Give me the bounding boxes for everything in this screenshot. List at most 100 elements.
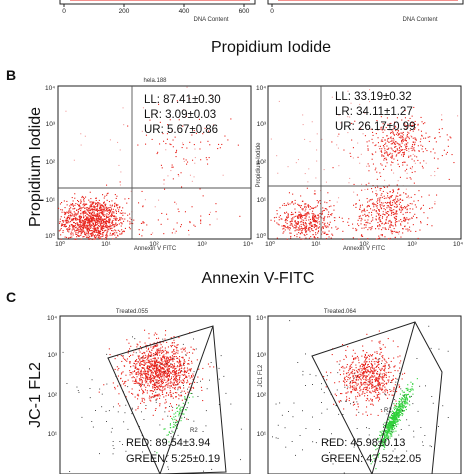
- scatter-event-ur: [411, 150, 413, 152]
- scatter-event-background: [76, 386, 78, 388]
- tick-label: 10⁴: [243, 241, 253, 248]
- scatter-event-ll: [104, 226, 106, 228]
- scatter-event-green: [181, 417, 183, 419]
- scatter-event-ll: [313, 227, 315, 229]
- scatter-event-red: [161, 371, 163, 373]
- scatter-event-ur: [399, 176, 401, 178]
- scatter-event-ur: [389, 137, 391, 139]
- scatter-event-ur: [434, 152, 436, 154]
- scatter-event-ll: [72, 228, 74, 230]
- scatter-event-ll: [297, 216, 299, 218]
- scatter-event-ll: [322, 227, 324, 229]
- scatter-event-red: [179, 376, 181, 378]
- scatter-event-lr: [396, 201, 398, 203]
- scatter-event-green: [394, 425, 396, 427]
- scatter-event-ll: [95, 203, 97, 205]
- scatter-event-green: [396, 426, 398, 428]
- scatter-event-red: [354, 372, 356, 374]
- scatter-event-lr: [141, 235, 143, 237]
- scatter-event-red: [134, 370, 136, 372]
- scatter-event-red: [365, 361, 367, 363]
- scatter-event-red: [154, 345, 156, 347]
- scatter-event-red: [167, 367, 169, 369]
- scatter-event-ll: [115, 212, 117, 214]
- scatter-event-red: [170, 346, 172, 348]
- scatter-event-background: [225, 392, 227, 394]
- scatter-event-ll: [70, 210, 72, 212]
- scatter-event-ll: [84, 205, 86, 207]
- scatter-event-ur: [453, 162, 455, 164]
- scatter-event-red: [168, 359, 170, 361]
- scatter-event-red: [386, 382, 388, 384]
- scatter-event-ll: [66, 221, 68, 223]
- scatter-event-red: [157, 395, 159, 397]
- scatter-event-red: [122, 355, 124, 357]
- scatter-event-background: [162, 338, 164, 340]
- scatter-event-red: [138, 355, 140, 357]
- scatter-event-ll: [90, 203, 92, 205]
- scatter-event-ll: [315, 217, 317, 219]
- scatter-event-ll: [91, 205, 93, 207]
- scatter-event-green: [391, 433, 393, 435]
- scatter-event-red: [352, 369, 354, 371]
- scatter-event-ll: [305, 208, 307, 210]
- scatter-event-red: [130, 366, 132, 368]
- scatter-event-ll: [112, 222, 114, 224]
- scatter-event-ur: [414, 143, 416, 145]
- scatter-event-red: [202, 367, 204, 369]
- scatter-event-background: [430, 175, 432, 177]
- scatter-event-red: [162, 375, 164, 377]
- scatter-event-lr: [421, 196, 423, 198]
- scatter-event-background: [99, 388, 101, 390]
- scatter-event-background: [191, 180, 193, 182]
- scatter-event-lr: [367, 229, 369, 231]
- scatter-event-ur: [398, 136, 400, 138]
- scatter-event-ll: [83, 206, 85, 208]
- scatter-event-red: [371, 379, 373, 381]
- scatter-event-ur: [385, 127, 387, 129]
- scatter-event-green: [394, 427, 396, 429]
- scatter-event-ll: [82, 214, 84, 216]
- scatter-event-ll: [130, 222, 132, 224]
- scatter-event-red: [353, 357, 355, 359]
- scatter-event-background: [77, 390, 79, 391]
- scatter-event-ll: [327, 226, 329, 228]
- scatter-event-red: [151, 379, 153, 381]
- scatter-event-red: [147, 357, 149, 359]
- scatter-event-lr: [383, 223, 385, 225]
- scatter-event-ll: [87, 228, 89, 230]
- scatter-event-red: [361, 363, 363, 365]
- scatter-event-ll: [75, 223, 77, 225]
- scatter-event-ur: [441, 128, 443, 130]
- scatter-event-red: [183, 362, 185, 364]
- scatter-event-ll: [68, 228, 70, 230]
- scatter-event-red: [169, 373, 171, 375]
- scatter-event-ur: [451, 154, 453, 156]
- scatter-event-red: [361, 393, 363, 395]
- scatter-event-background: [125, 404, 127, 406]
- scatter-event-red: [162, 372, 164, 374]
- scatter-event-green: [172, 431, 174, 433]
- scatter-event-ll: [84, 234, 86, 236]
- scatter-event-ll: [74, 230, 76, 232]
- scatter-event-ll: [73, 226, 75, 228]
- scatter-event-red: [150, 372, 152, 374]
- scatter-event-ll: [105, 203, 107, 205]
- scatter-event-red: [168, 394, 170, 396]
- scatter-event-ur: [402, 162, 404, 164]
- scatter-event-green: [384, 443, 386, 445]
- scatter-event-ll: [70, 221, 72, 223]
- scatter-event-red: [388, 371, 390, 373]
- scatter-event-red: [386, 362, 388, 364]
- scatter-event-red: [370, 362, 372, 364]
- tick-label: 0: [270, 8, 274, 15]
- scatter-event-background: [347, 90, 349, 92]
- scatter-event-ll: [94, 229, 96, 231]
- scatter-event-lr: [365, 215, 367, 217]
- scatter-event-lr: [382, 205, 384, 207]
- scatter-event-red: [153, 355, 155, 357]
- scatter-event-ll: [338, 216, 340, 218]
- scatter-event-ur: [178, 119, 180, 121]
- scatter-event-ll: [294, 211, 296, 213]
- scatter-event-red: [133, 362, 135, 364]
